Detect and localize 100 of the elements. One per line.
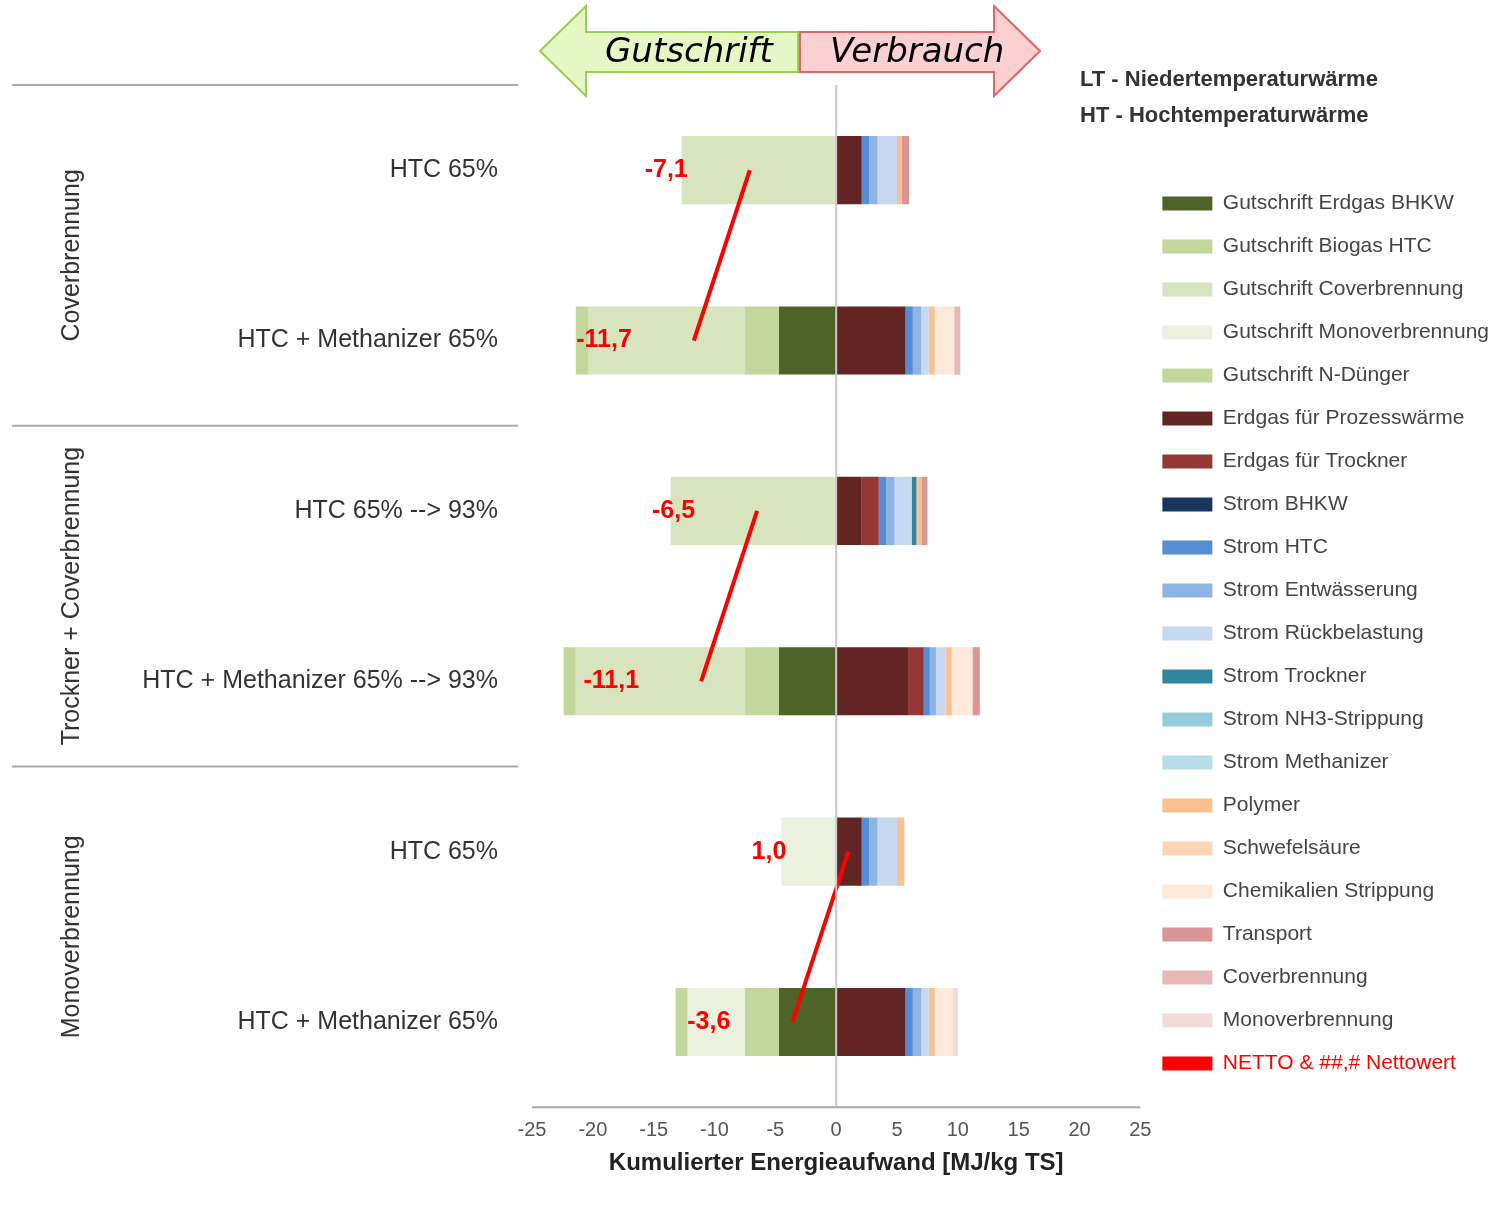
bar [912, 987, 922, 1057]
bar [912, 306, 922, 375]
bar [778, 647, 837, 716]
legend-label: Erdgas für Trockner [1222, 448, 1408, 472]
legend-label: Transport [1222, 921, 1313, 945]
bar [901, 136, 910, 205]
x-tick-label: -15 [639, 1117, 669, 1140]
text: Gutschrift [605, 30, 773, 70]
legend-label: Gutschrift Biogas HTC [1222, 233, 1432, 257]
bar [836, 306, 906, 375]
bar [897, 817, 905, 886]
legend-label: Chemikalien Strippung [1222, 878, 1435, 902]
bar [972, 647, 980, 716]
data-label: -11,7 [576, 324, 632, 353]
legend-label: Schwefelsäure [1222, 835, 1361, 859]
legend-label: Strom NH3-Strippung [1222, 706, 1424, 730]
y-tick-label: HTC + Methanizer 65% --> 93% [142, 665, 498, 694]
bar [575, 647, 745, 716]
legend-label: Gutschrift N-Dünger [1222, 362, 1410, 386]
x-tick-label: 10 [946, 1117, 969, 1140]
bar [905, 306, 913, 375]
bar [836, 647, 908, 716]
y-tick-label: HTC + Methanizer 65% [237, 324, 498, 353]
legend-label: NETTO & ##,# Nettowert [1222, 1050, 1457, 1074]
bar [952, 987, 958, 1057]
bar [869, 136, 878, 205]
annotation: HT - Hochtemperaturwärme [1080, 102, 1369, 128]
bar [951, 647, 973, 716]
bar [861, 817, 870, 886]
x-tick-label: -25 [517, 1117, 547, 1140]
bar [935, 647, 946, 716]
legend-label: Monoverbrennung [1222, 1007, 1394, 1031]
x-tick-label: -20 [578, 1117, 608, 1140]
data-label: -11,1 [583, 665, 640, 694]
text: Trockner + Coverbrennung [55, 446, 84, 746]
bar [675, 987, 688, 1057]
bar [886, 476, 895, 545]
bar [934, 306, 955, 375]
bar [869, 817, 878, 886]
bar [934, 987, 953, 1057]
bar [744, 987, 779, 1057]
bar [945, 647, 952, 716]
legend-label: Gutschrift Monoverbrennung [1222, 319, 1489, 343]
data-label: -7,1 [644, 154, 688, 183]
legend-label: Erdgas für Prozesswärme [1222, 405, 1465, 429]
bar [836, 136, 862, 205]
x-tick-label: 25 [1129, 1117, 1152, 1140]
legend-label: Strom Rückbelastung [1222, 620, 1424, 644]
bar [905, 987, 913, 1057]
x-tick-label: -10 [700, 1117, 729, 1140]
bar [928, 987, 935, 1057]
bar [744, 306, 779, 375]
bar [929, 647, 936, 716]
y-tick-label: HTC 65% [389, 835, 498, 864]
legend-label: Polymer [1222, 792, 1300, 816]
bar [921, 476, 928, 545]
text: Monoverbrennung [55, 835, 84, 1039]
legend-label: Strom HTC [1222, 534, 1328, 558]
bar [861, 136, 870, 205]
x-tick-label: 0 [830, 1117, 842, 1140]
legend-label: Strom Methanizer [1222, 749, 1389, 773]
bar [836, 476, 862, 545]
text: Coverbrennung [55, 169, 84, 342]
x-axis-title: Kumulierter Energieaufwand [MJ/kg TS] [608, 1148, 1064, 1176]
bar [877, 136, 898, 205]
bar [778, 306, 837, 375]
bar [778, 987, 837, 1057]
bar [923, 647, 930, 716]
legend-label: Strom Trockner [1222, 663, 1367, 687]
bar [878, 476, 887, 545]
bar [921, 306, 929, 375]
data-label: -3,6 [687, 1005, 731, 1034]
bar [744, 647, 779, 716]
y-tick-label: HTC 65% [389, 154, 498, 183]
bar [921, 987, 929, 1057]
bar [916, 476, 922, 545]
legend-label: Gutschrift Coverbrennung [1222, 276, 1464, 300]
x-tick-label: -5 [766, 1117, 785, 1140]
bar [907, 647, 924, 716]
bar [563, 647, 576, 716]
annotation: LT - Niedertemperaturwärme [1080, 66, 1378, 92]
bar [877, 817, 898, 886]
x-tick-label: 20 [1068, 1117, 1091, 1140]
data-label: 1,0 [751, 835, 787, 864]
y-tick-label: HTC 65% --> 93% [294, 494, 498, 523]
legend-label: Strom Entwässerung [1222, 577, 1418, 601]
bar [836, 987, 906, 1057]
legend-label: Strom BHKW [1222, 491, 1348, 515]
bar [954, 306, 961, 375]
bar [861, 476, 879, 545]
legend-label: Coverbrennung [1222, 964, 1368, 988]
legend-label: Gutschrift Erdgas BHKW [1222, 190, 1455, 214]
bar [897, 136, 902, 205]
text: Verbrauch [830, 30, 1005, 70]
x-tick-label: 5 [891, 1117, 903, 1140]
y-tick-label: HTC + Methanizer 65% [237, 1005, 498, 1034]
bar [894, 476, 912, 545]
bar [928, 306, 935, 375]
data-label: -6,5 [652, 494, 696, 523]
x-tick-label: 15 [1007, 1117, 1030, 1140]
